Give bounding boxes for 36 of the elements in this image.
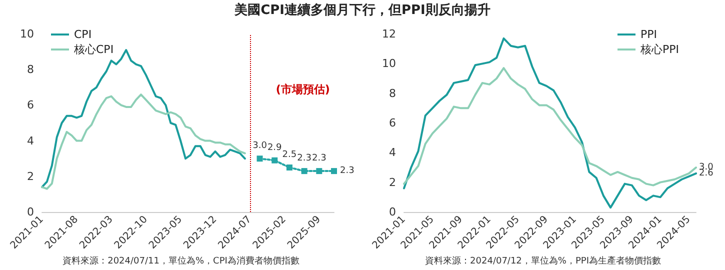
- line-series: [403, 37, 697, 209]
- legend-label: CPI: [74, 28, 92, 41]
- y-tick-label: 2: [389, 176, 396, 189]
- legend-label: PPI: [640, 28, 658, 41]
- legend-label: 核心PPI: [639, 43, 680, 56]
- text: 美國CPI連續多個月下行，但PPI則反向揚升: [234, 2, 492, 20]
- y-tick-label: 10: [382, 57, 396, 70]
- source-note: 資料來源：2024/07/12，單位為%，PPI為生產者物價指數: [425, 256, 661, 266]
- ref-line-label: (市場預估): [276, 83, 330, 96]
- y-tick-label: 10: [20, 28, 34, 40]
- point: [286, 164, 292, 170]
- y-tick-label: 6: [27, 98, 34, 112]
- y-tick-label: 0: [389, 206, 396, 218]
- legend-label: 核心CPI: [73, 43, 114, 56]
- point: [256, 156, 263, 162]
- point: [316, 168, 322, 174]
- point: [331, 168, 337, 174]
- y-tick-label: 8: [27, 63, 34, 76]
- data-label: 3.0: [252, 141, 268, 152]
- y-tick-label: 4: [389, 146, 396, 160]
- data-label: 2.9: [267, 142, 282, 153]
- y-tick-label: 0: [27, 206, 34, 218]
- source-note: 資料來源：2024/07/11，單位為%，CPI為消費者物價指數: [62, 256, 300, 266]
- y-tick-label: 2: [27, 170, 34, 183]
- point: [272, 157, 278, 164]
- y-tick-label: 12: [382, 28, 396, 40]
- line-series: [41, 94, 246, 190]
- y-tick-label: 4: [27, 134, 34, 148]
- data-label: 2.3: [312, 154, 326, 164]
- y-tick-label: 8: [389, 86, 396, 100]
- data-label: 2.3: [340, 166, 354, 176]
- data-label: 2.3: [297, 154, 312, 164]
- data-label: 2.5: [282, 150, 297, 160]
- y-tick-label: 6: [389, 116, 396, 130]
- line-series: [403, 67, 697, 186]
- point: [301, 168, 308, 174]
